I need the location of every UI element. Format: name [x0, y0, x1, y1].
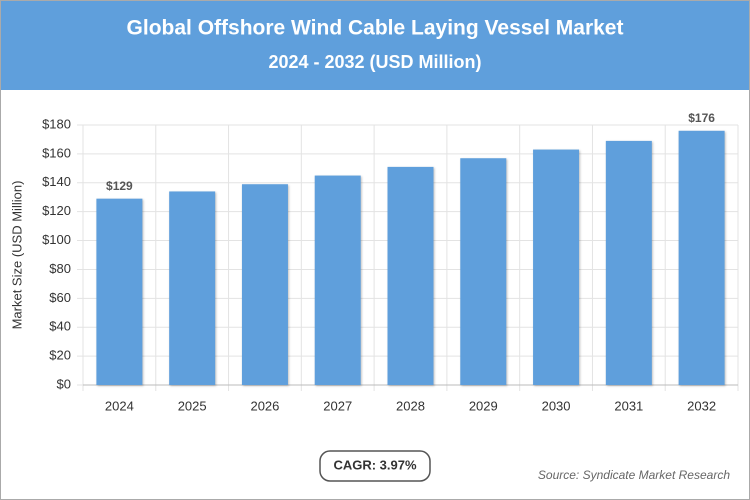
bar [241, 184, 288, 385]
cagr-box [319, 450, 431, 482]
x-tick-label: 2027 [323, 398, 352, 413]
x-tick-label: 2024 [105, 398, 134, 413]
y-tick-label: $140 [42, 174, 71, 189]
chart-title: Global Offshore Wind Cable Laying Vessel… [127, 17, 624, 40]
y-tick-label: $80 [49, 261, 71, 276]
y-axis-label: Market Size (USD Million) [9, 181, 24, 330]
source: Source: Syndicate Market Research [538, 468, 730, 482]
x-tick-label: 2026 [250, 398, 279, 413]
y-tick-label: $180 [42, 116, 71, 131]
data-label: $129 [106, 179, 133, 193]
bar [605, 140, 652, 385]
bar [678, 130, 725, 385]
y-tick-label: $160 [42, 145, 71, 160]
header [1, 1, 749, 90]
chart-subtitle: 2024 - 2032 (USD Million) [268, 52, 481, 72]
cagr-label: CAGR: 3.97% [333, 457, 417, 472]
x-tick-label: 2031 [614, 398, 643, 413]
bar [533, 149, 580, 385]
x-tick-label: 2030 [542, 398, 571, 413]
y-tick-label: $120 [42, 203, 71, 218]
bar [169, 191, 216, 385]
x-tick-label: 2028 [396, 398, 425, 413]
bar [314, 175, 361, 385]
y-tick-label: $100 [42, 232, 71, 247]
y-tick-label: $20 [49, 348, 71, 363]
bar [460, 158, 507, 385]
bar [387, 166, 434, 385]
y-tick-label: $40 [49, 319, 71, 334]
data-label: $176 [688, 111, 715, 125]
x-tick-label: 2032 [687, 398, 716, 413]
x-tick-label: 2025 [178, 398, 207, 413]
x-tick-label: 2029 [469, 398, 498, 413]
bar [96, 198, 143, 385]
y-tick-label: $60 [49, 290, 71, 305]
y-tick-label: $0 [57, 376, 71, 391]
